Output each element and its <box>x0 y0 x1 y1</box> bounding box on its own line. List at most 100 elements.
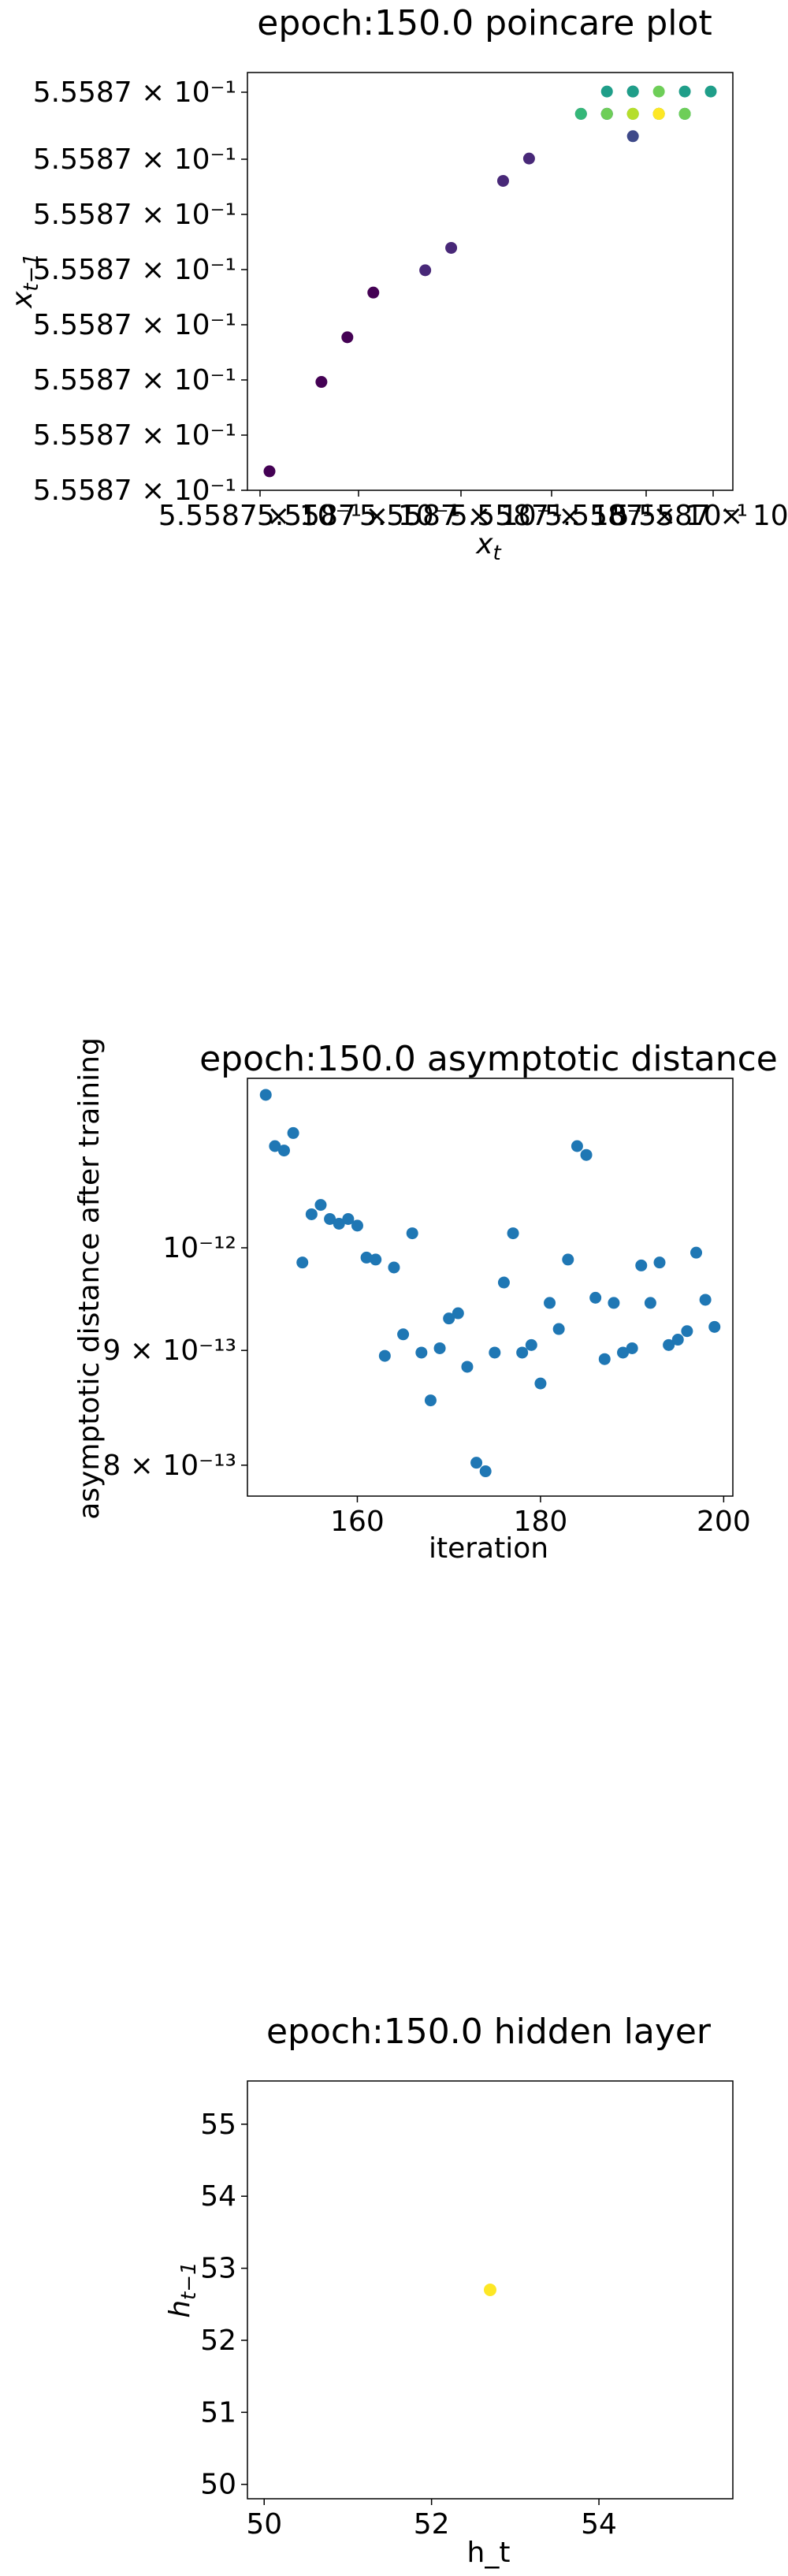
poincare-y-tick-label: 5.5587 × 10⁻¹ <box>33 143 236 176</box>
distance-point <box>589 1291 602 1304</box>
distance-point <box>461 1361 474 1373</box>
distance-point <box>690 1246 703 1259</box>
poincare-point <box>652 107 665 120</box>
distance-point <box>598 1353 611 1365</box>
distance-y-tick-label: 8 × 10⁻¹³ <box>102 1450 236 1482</box>
distance-point <box>324 1212 336 1225</box>
poincare-points <box>263 85 717 478</box>
poincare-point <box>678 85 691 98</box>
poincare-y-tick-label: 5.5587 × 10⁻¹ <box>33 76 236 109</box>
poincare-x-axis-label: xt <box>475 528 501 565</box>
poincare-x-tick-label: 5.5587 × 10⁻¹ <box>545 500 748 532</box>
distance-point <box>608 1297 620 1309</box>
poincare-point <box>445 241 458 254</box>
hidden-points <box>484 2284 496 2296</box>
distance-point <box>360 1251 373 1264</box>
distance-axes-frame <box>247 1078 734 1497</box>
hidden-axes-frame <box>247 2080 734 2500</box>
distance-point <box>370 1253 382 1266</box>
distance-point <box>544 1297 556 1309</box>
distance-y-axis-label: asymptotic distance after training <box>73 1037 106 1520</box>
poincare-title: epoch:150.0 poincare plot <box>257 3 712 43</box>
hidden-y-tick-label: 52 <box>200 2325 236 2357</box>
poincare-point <box>626 107 639 120</box>
distance-point <box>479 1465 492 1478</box>
distance-x-tick-label: 160 <box>330 1506 385 1538</box>
hidden-y-tick-label: 50 <box>200 2469 236 2501</box>
distance-point <box>681 1325 693 1338</box>
hidden-x-ticks: 50 52 54 <box>246 2499 617 2541</box>
poincare-y-tick-label: 5.5587 × 10⁻¹ <box>33 309 236 341</box>
distance-y-tick-label: 9 × 10⁻¹³ <box>102 1335 236 1367</box>
poincare-point <box>496 174 509 187</box>
distance-point <box>269 1140 281 1152</box>
distance-point <box>525 1338 537 1351</box>
hidden-x-tick-label: 50 <box>246 2508 282 2541</box>
hidden-x-tick-label: 52 <box>414 2508 450 2541</box>
poincare-point <box>652 85 665 98</box>
distance-point <box>571 1140 583 1152</box>
distance-point <box>443 1312 455 1325</box>
hidden-panel: epoch:150.0 hidden layer 50 51 52 53 54 55 50… <box>164 2012 734 2569</box>
distance-y-ticks: 8 × 10⁻¹³ 9 × 10⁻¹³ 10⁻¹² <box>102 1232 247 1482</box>
distance-point <box>497 1276 510 1289</box>
poincare-point <box>626 130 639 143</box>
distance-point <box>580 1148 593 1161</box>
distance-point <box>314 1199 327 1212</box>
distance-point <box>342 1212 355 1225</box>
poincare-y-tick-label: 5.5587 × 10⁻¹ <box>33 475 236 507</box>
distance-point <box>397 1328 410 1341</box>
hidden-y-tick-label: 55 <box>200 2109 236 2141</box>
poincare-y-tick-label: 5.5587 × 10⁻¹ <box>33 199 236 231</box>
distance-point <box>305 1208 318 1220</box>
poincare-point <box>678 107 691 120</box>
distance-point <box>507 1227 519 1240</box>
distance-point <box>277 1145 290 1157</box>
poincare-y-ticks: 5.5587 × 10⁻¹ 5.5587 × 10⁻¹ 5.5587 × 10⁻¹ 5… <box>33 76 247 507</box>
distance-point <box>424 1394 437 1407</box>
poincare-point <box>367 286 380 299</box>
distance-point <box>470 1457 483 1469</box>
distance-x-axis-label: iteration <box>429 1532 548 1565</box>
poincare-point <box>600 85 613 98</box>
distance-point <box>406 1227 418 1240</box>
distance-point <box>489 1346 501 1359</box>
poincare-x-tick-label: 5.5587 × 10⁻¹ <box>158 500 362 532</box>
distance-point <box>617 1346 630 1359</box>
distance-point <box>562 1253 574 1266</box>
distance-point <box>653 1256 666 1269</box>
distance-point <box>287 1126 299 1139</box>
hidden-x-tick-label: 54 <box>581 2508 617 2541</box>
distance-point <box>388 1261 400 1274</box>
distance-panel: epoch:150.0 asymptotic distance 8 × 10⁻¹… <box>73 1037 778 1565</box>
distance-point <box>671 1334 684 1346</box>
distance-x-ticks: 160 180 200 <box>330 1496 751 1538</box>
distance-point <box>699 1294 712 1306</box>
distance-point <box>644 1297 656 1309</box>
distance-points <box>259 1089 721 1478</box>
poincare-point <box>600 107 613 120</box>
distance-point <box>259 1089 272 1101</box>
poincare-y-tick-label: 5.5587 × 10⁻¹ <box>33 364 236 396</box>
distance-point <box>378 1349 391 1362</box>
hidden-title: epoch:150.0 hidden layer <box>266 2012 712 2052</box>
distance-title: epoch:150.0 asymptotic distance <box>199 1039 778 1079</box>
hidden-x-axis-label: h_t <box>467 2537 511 2569</box>
distance-point <box>626 1342 638 1354</box>
distance-point <box>452 1307 464 1320</box>
poincare-point <box>574 107 587 120</box>
poincare-point <box>704 85 717 98</box>
distance-point <box>534 1377 547 1390</box>
distance-point <box>433 1342 446 1354</box>
poincare-point <box>419 264 432 277</box>
hidden-y-ticks: 50 51 52 53 54 55 <box>200 2109 247 2501</box>
hidden-y-tick-label: 53 <box>200 2253 236 2285</box>
hidden-y-tick-label: 54 <box>200 2180 236 2213</box>
hidden-y-tick-label: 51 <box>200 2396 236 2429</box>
poincare-x-tick-label: 5.5587 × 10⁻¹ <box>257 500 460 532</box>
poincare-x-ticks: 5.5587 × 10⁻¹5.5587 × 10⁻¹5.5587 × 10⁻¹5… <box>158 490 788 532</box>
distance-point <box>635 1259 648 1271</box>
poincare-x-tick-label: 5.5587 × 10⁻¹ <box>611 500 788 532</box>
distance-point <box>351 1219 363 1232</box>
poincare-point <box>522 152 535 165</box>
